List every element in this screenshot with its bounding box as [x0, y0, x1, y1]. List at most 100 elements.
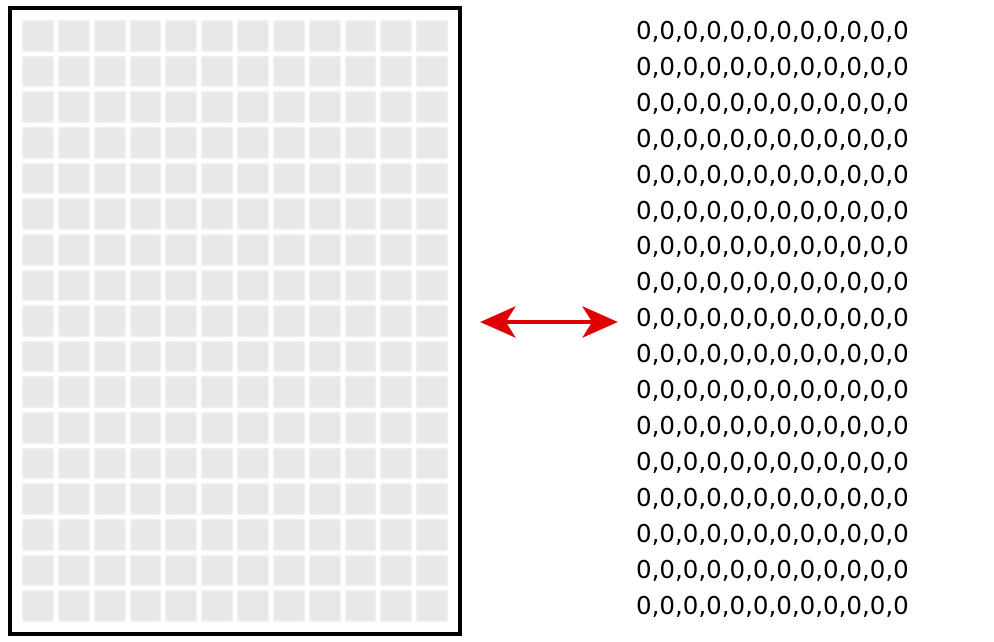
grid-cell — [308, 305, 341, 337]
grid-cell — [416, 519, 448, 551]
grid-cell — [22, 554, 54, 587]
grid-cell — [201, 519, 233, 551]
grid-cell — [22, 590, 54, 622]
grid-cell — [308, 55, 341, 88]
grid-cell — [237, 447, 269, 480]
grid-cell — [165, 412, 198, 444]
grid-cell — [308, 412, 341, 444]
grid-cell — [344, 91, 377, 123]
grid-cell — [272, 447, 305, 480]
grid-cell — [57, 447, 90, 480]
grid-cell — [237, 376, 269, 409]
grid-cell — [57, 590, 90, 622]
grid-cell — [272, 305, 305, 337]
grid-cell — [380, 412, 413, 444]
grid-cell — [201, 55, 233, 88]
grid-cell — [380, 305, 413, 337]
grid-cell — [380, 590, 413, 622]
grid-cell — [380, 269, 413, 302]
grid-cell — [201, 126, 233, 159]
grid-cell — [308, 519, 341, 551]
grid-cell — [344, 447, 377, 480]
grid-cell — [272, 269, 305, 302]
grid-cell — [129, 233, 162, 266]
grid-cell — [237, 20, 269, 52]
grid-cell — [272, 233, 305, 266]
grid-cell — [93, 412, 126, 444]
grid-cell — [129, 483, 162, 516]
grid-cell — [201, 198, 233, 230]
grid-cell — [344, 162, 377, 195]
grid-cell — [344, 340, 377, 373]
matrix-row: 0,0,0,0,0,0,0,0,0,0,0,0 — [636, 87, 909, 117]
pixel-grid-panel — [8, 6, 462, 636]
grid-cell — [308, 483, 341, 516]
grid-cell — [129, 126, 162, 159]
grid-cell — [165, 519, 198, 551]
grid-cell — [272, 376, 305, 409]
grid-cell — [57, 483, 90, 516]
grid-cell — [22, 91, 54, 123]
grid-cell — [57, 162, 90, 195]
grid-cell — [344, 519, 377, 551]
grid-cell — [380, 483, 413, 516]
grid-cell — [344, 554, 377, 587]
grid-cell — [129, 519, 162, 551]
grid-cell — [165, 554, 198, 587]
grid-cell — [57, 554, 90, 587]
grid-cell — [93, 483, 126, 516]
matrix-row: 0,0,0,0,0,0,0,0,0,0,0,0 — [636, 267, 909, 297]
grid-cell — [380, 20, 413, 52]
grid-cell — [237, 233, 269, 266]
matrix-row: 0,0,0,0,0,0,0,0,0,0,0,0 — [636, 590, 909, 620]
grid-cell — [93, 590, 126, 622]
grid-cell — [272, 483, 305, 516]
grid-cell — [57, 305, 90, 337]
grid-cell — [22, 519, 54, 551]
grid-cell — [308, 340, 341, 373]
grid-cell — [344, 198, 377, 230]
grid-cell — [308, 269, 341, 302]
arrow-head-right — [582, 306, 618, 338]
grid-cell — [22, 198, 54, 230]
grid-cell — [129, 447, 162, 480]
grid-cell — [57, 376, 90, 409]
grid-cell — [201, 447, 233, 480]
grid-cell — [308, 162, 341, 195]
grid-cell — [57, 519, 90, 551]
matrix-row: 0,0,0,0,0,0,0,0,0,0,0,0 — [636, 123, 909, 153]
grid-cell — [344, 55, 377, 88]
grid-cell — [380, 554, 413, 587]
grid-cell — [22, 233, 54, 266]
grid-cell — [272, 126, 305, 159]
grid-cell — [201, 590, 233, 622]
grid-cell — [165, 590, 198, 622]
grid-cell — [129, 269, 162, 302]
grid-cell — [344, 20, 377, 52]
grid-cell — [93, 55, 126, 88]
grid-cell — [380, 91, 413, 123]
grid-cell — [380, 376, 413, 409]
grid-cell — [129, 55, 162, 88]
matrix-row: 0,0,0,0,0,0,0,0,0,0,0,0 — [636, 231, 909, 261]
grid-cell — [344, 412, 377, 444]
grid-cell — [129, 340, 162, 373]
grid-cell — [237, 126, 269, 159]
grid-cell — [201, 20, 233, 52]
grid-cell — [93, 519, 126, 551]
grid-cell — [272, 340, 305, 373]
matrix-values: 0,0,0,0,0,0,0,0,0,0,0,0 0,0,0,0,0,0,0,0,0… — [636, 13, 909, 623]
grid-cell — [416, 20, 448, 52]
grid-cell — [129, 198, 162, 230]
grid-cell — [416, 554, 448, 587]
grid-cell — [129, 20, 162, 52]
grid-cell — [272, 20, 305, 52]
grid-cell — [93, 447, 126, 480]
grid-cell — [165, 447, 198, 480]
grid-cell — [380, 447, 413, 480]
grid-cell — [129, 376, 162, 409]
grid-cell — [201, 340, 233, 373]
grid-cell — [201, 91, 233, 123]
grid-cell — [57, 198, 90, 230]
grid-cell — [201, 412, 233, 444]
